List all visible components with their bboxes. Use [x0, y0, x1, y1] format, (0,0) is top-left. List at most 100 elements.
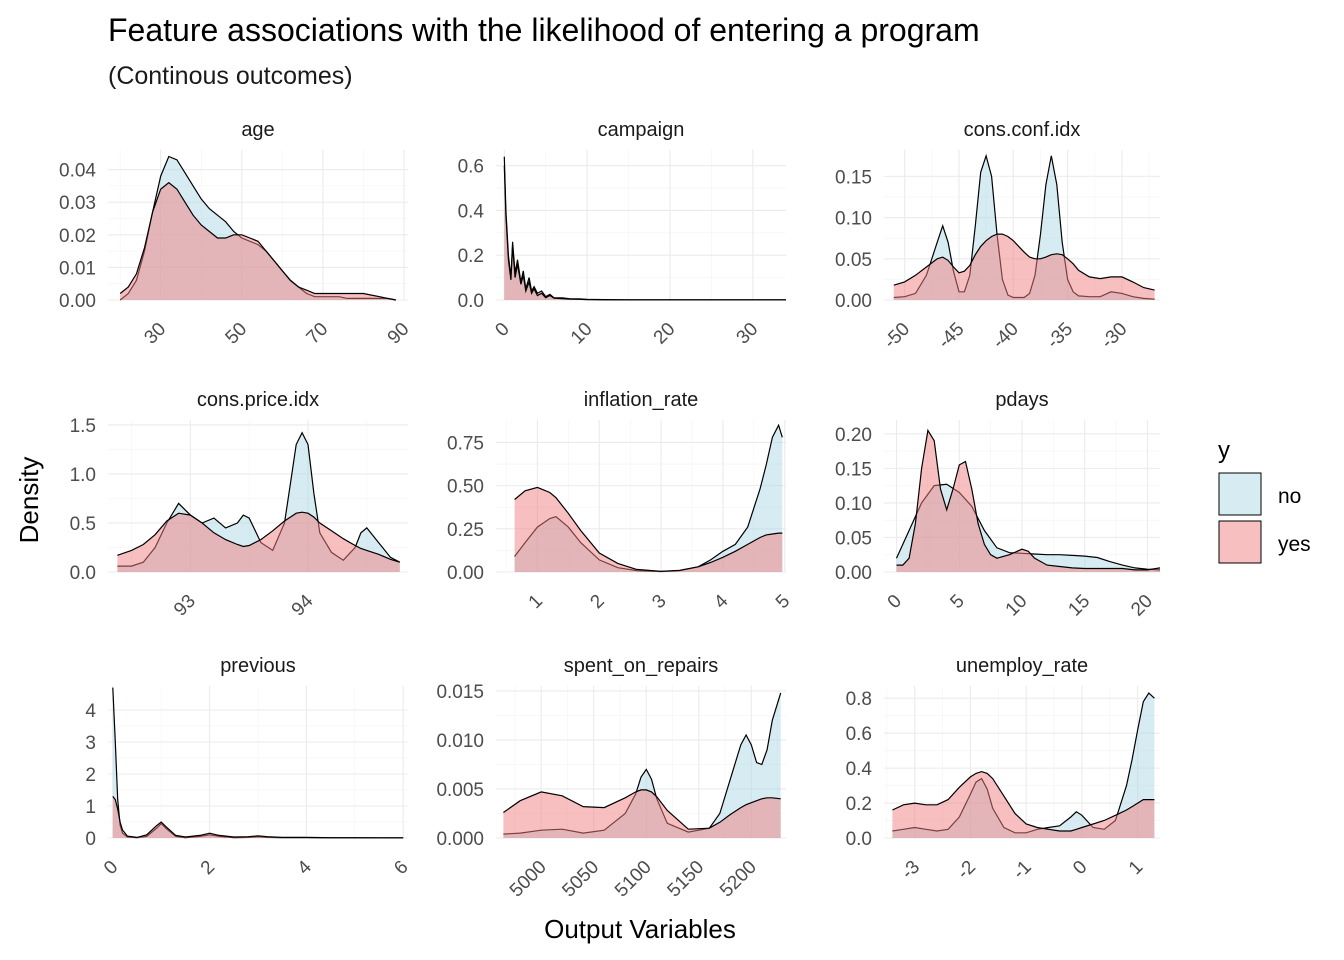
- panel-spent-on-repairs: spent_on_repairs 0.000 0.005 0.010 0.015 5000…: [436, 655, 786, 901]
- y-tick-label: 1: [85, 797, 96, 818]
- x-tick-label: -2: [953, 857, 980, 884]
- density-area-no: [504, 156, 786, 300]
- x-tick-label: 20: [650, 319, 680, 349]
- x-tick-label: 90: [384, 319, 414, 349]
- strip-label-pdays: pdays: [995, 389, 1048, 411]
- legend-label-no: no: [1278, 485, 1301, 508]
- x-tick-label: 20: [1127, 591, 1157, 621]
- x-tick-label: 15: [1064, 591, 1094, 621]
- density-line-no: [503, 156, 786, 301]
- density-line-yes: [119, 181, 396, 301]
- strip-label-age: age: [241, 119, 274, 141]
- density-line-yes: [503, 789, 781, 830]
- x-tick-label: 1: [1125, 857, 1147, 879]
- y-tick-label: 0.010: [436, 731, 484, 752]
- strip-label-unemploy-rate: unemploy_rate: [956, 655, 1088, 677]
- y-tick-label: 0.000: [436, 829, 484, 850]
- y-tick-label: 0.20: [835, 425, 872, 446]
- x-tick-label: 0: [491, 319, 513, 341]
- x-tick-label: 5: [772, 591, 794, 613]
- x-tick-label: 50: [222, 319, 252, 349]
- y-tick-label: 0.02: [59, 226, 96, 247]
- y-tick-label: 0.10: [835, 494, 872, 515]
- strip-label-cons-price-idx: cons.price.idx: [197, 389, 319, 411]
- x-tick-label: 5000: [506, 857, 551, 902]
- x-tick-label: -50: [880, 319, 914, 353]
- density-line-yes: [896, 428, 1161, 571]
- y-tick-label: 0.75: [447, 433, 484, 454]
- x-tick-label: 10: [1002, 591, 1032, 621]
- density-area-yes: [896, 430, 1160, 572]
- y-tick-label: 0.05: [835, 250, 872, 271]
- density-area-yes: [514, 487, 783, 572]
- density-line-yes: [514, 486, 783, 572]
- y-tick-label: 0.4: [846, 759, 873, 780]
- panel-previous: previous 0 1 2 3 4 0 2 4 6: [85, 655, 412, 879]
- y-tick-label: 0.005: [436, 780, 484, 801]
- x-tick-label: 30: [140, 319, 170, 349]
- y-tick-label: 1.5: [70, 416, 96, 437]
- y-tick-label: 0.8: [846, 689, 872, 710]
- density-area-yes: [503, 789, 781, 838]
- panel-inflation-rate: inflation_rate 0.00 0.25 0.50 0.75 1 2 3 4 5: [447, 389, 794, 613]
- y-tick-label: 0.10: [835, 209, 872, 230]
- strip-label-spent-on-repairs: spent_on_repairs: [564, 655, 719, 677]
- density-line-yes: [112, 796, 404, 839]
- x-tick-label: 4: [294, 856, 317, 879]
- x-tick-label: -1: [1009, 857, 1036, 884]
- x-tick-label: 70: [303, 319, 333, 349]
- strip-label-previous: previous: [220, 655, 296, 677]
- x-tick-label: 5050: [559, 857, 604, 902]
- x-tick-label: 0: [884, 591, 906, 613]
- y-tick-label: 0.00: [835, 291, 872, 312]
- x-tick-label: 2: [586, 591, 608, 613]
- y-tick-label: 3: [85, 733, 96, 754]
- y-tick-label: 0.015: [436, 682, 484, 703]
- y-tick-label: 0.00: [835, 563, 872, 584]
- density-line-yes: [893, 233, 1155, 291]
- x-tick-label: 6: [390, 857, 412, 879]
- panel-pdays: pdays 0.00 0.05 0.10 0.15 0.20 0 5 10 15 20: [835, 389, 1161, 621]
- y-tick-label: 0.0: [846, 829, 872, 850]
- panel-cons-price-idx: cons.price.idx 0.0 0.5 1.0 1.5 93 94: [70, 389, 408, 620]
- strip-label-campaign: campaign: [598, 119, 685, 141]
- y-tick-label: 0.4: [458, 201, 485, 222]
- x-tick-label: -30: [1097, 319, 1131, 353]
- x-tick-label: -3: [897, 857, 924, 884]
- panel-campaign: campaign 0.0 0.2 0.4 0.6 0 10 20 30: [458, 119, 786, 348]
- y-tick-label: 0: [85, 829, 96, 850]
- legend-key-yes: [1218, 520, 1262, 564]
- x-tick-label: -45: [934, 319, 968, 353]
- strip-label-cons-conf-idx: cons.conf.idx: [964, 119, 1081, 141]
- x-tick-label: 10: [567, 319, 597, 349]
- chart-title: Feature associations with the likelihood…: [108, 12, 980, 48]
- panel-campaign-minor-grid: [496, 150, 786, 300]
- x-tick-label: -35: [1043, 319, 1077, 353]
- y-tick-label: 4: [85, 701, 96, 722]
- x-tick-label: -40: [989, 319, 1023, 353]
- y-tick-label: 0.15: [835, 459, 872, 480]
- y-tick-label: 0.04: [59, 161, 96, 182]
- legend-label-yes: yes: [1278, 533, 1311, 556]
- panel-previous-minor-grid: [108, 686, 408, 838]
- y-tick-label: 0.2: [458, 246, 484, 267]
- y-tick-label: 0.03: [59, 193, 96, 214]
- y-tick-label: 0.05: [835, 528, 872, 549]
- x-tick-label: 1: [525, 591, 547, 613]
- x-tick-label: 5200: [716, 857, 761, 902]
- y-tick-label: 0.50: [447, 477, 484, 498]
- strip-label-inflation-rate: inflation_rate: [584, 389, 699, 411]
- x-tick-label: 94: [288, 590, 318, 620]
- density-line-yes: [892, 770, 1155, 832]
- y-tick-label: 2: [85, 765, 96, 786]
- y-tick-label: 0.25: [447, 520, 484, 541]
- legend: y no yes: [1218, 437, 1311, 564]
- x-tick-label: 5: [946, 591, 968, 613]
- density-area-yes: [892, 771, 1155, 838]
- legend-title: y: [1218, 437, 1230, 464]
- x-tick-label: 93: [170, 591, 200, 621]
- x-tick-label: 0: [1069, 857, 1091, 879]
- x-tick-label: 5150: [664, 857, 709, 902]
- y-tick-label: 1.0: [70, 465, 96, 486]
